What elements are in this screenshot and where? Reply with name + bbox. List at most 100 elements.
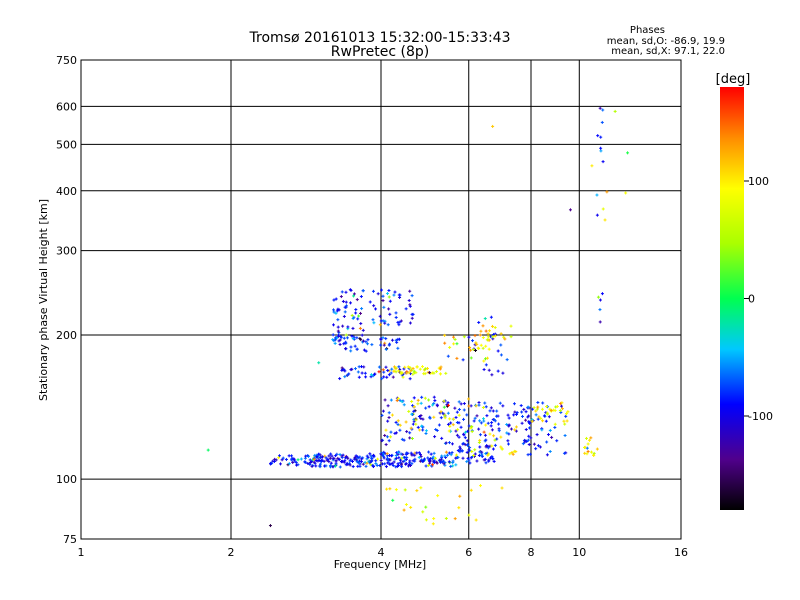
- data-point: [391, 463, 395, 467]
- data-point: [381, 299, 385, 303]
- data-point: [455, 410, 459, 414]
- data-point: [384, 465, 388, 469]
- data-point: [546, 412, 550, 416]
- data-point: [529, 436, 533, 440]
- data-point: [456, 428, 460, 432]
- data-point: [380, 413, 384, 417]
- data-point: [501, 404, 505, 408]
- data-point: [486, 453, 490, 457]
- data-point: [520, 414, 524, 418]
- data-point: [314, 458, 318, 462]
- data-point: [384, 347, 388, 351]
- data-point: [411, 372, 415, 376]
- colorbar-tick-label: 100: [748, 175, 769, 188]
- data-point: [546, 433, 550, 437]
- data-point: [397, 369, 401, 373]
- chart-points: [206, 106, 630, 528]
- data-point: [410, 453, 414, 457]
- data-point: [501, 371, 505, 375]
- data-point: [364, 340, 368, 344]
- data-point: [407, 463, 411, 467]
- data-point: [337, 331, 341, 335]
- data-point: [419, 454, 423, 458]
- data-point: [465, 413, 469, 417]
- data-point: [459, 402, 463, 406]
- colorbar-tick-label: -100: [748, 410, 773, 423]
- data-point: [376, 457, 380, 461]
- data-point: [468, 446, 472, 450]
- data-point: [564, 414, 568, 418]
- data-point: [365, 461, 369, 465]
- data-point: [440, 436, 444, 440]
- data-point: [596, 134, 600, 138]
- data-point: [408, 365, 412, 369]
- data-point: [394, 454, 398, 458]
- data-point: [508, 452, 512, 456]
- data-point: [462, 335, 466, 339]
- data-point: [367, 460, 371, 464]
- data-point: [555, 439, 559, 443]
- data-point: [359, 311, 363, 315]
- data-point: [601, 207, 605, 211]
- data-point: [358, 337, 362, 341]
- data-point: [390, 338, 394, 342]
- data-point: [419, 486, 423, 490]
- data-point: [436, 494, 440, 498]
- data-point: [308, 462, 312, 466]
- data-point: [447, 441, 451, 445]
- data-point: [541, 401, 545, 405]
- data-point: [458, 494, 462, 498]
- data-point: [511, 452, 515, 456]
- data-point: [541, 419, 545, 423]
- data-point: [544, 419, 548, 423]
- data-point: [388, 463, 392, 467]
- data-point: [492, 434, 496, 438]
- colorbar: [720, 87, 744, 510]
- data-point: [375, 463, 379, 467]
- data-point: [371, 454, 375, 458]
- data-point: [341, 299, 345, 303]
- data-point: [562, 419, 566, 423]
- data-point: [408, 459, 412, 463]
- data-point: [471, 339, 475, 343]
- data-point: [313, 461, 317, 465]
- data-point: [392, 460, 396, 464]
- data-point: [366, 338, 370, 342]
- data-point: [499, 332, 503, 336]
- data-point: [526, 453, 530, 457]
- data-point: [408, 289, 412, 293]
- data-point: [590, 164, 594, 168]
- data-point: [399, 458, 403, 462]
- data-point: [334, 459, 338, 463]
- data-point: [560, 401, 564, 405]
- data-point: [447, 403, 451, 407]
- data-point: [435, 428, 439, 432]
- data-point: [369, 463, 373, 467]
- data-point: [380, 288, 384, 292]
- data-point: [290, 454, 294, 458]
- data-point: [346, 373, 350, 377]
- data-point: [558, 409, 562, 413]
- data-point: [357, 461, 361, 465]
- data-point: [328, 465, 332, 469]
- data-point: [524, 410, 528, 414]
- data-point: [489, 424, 493, 428]
- data-point: [473, 416, 477, 420]
- data-point: [383, 321, 387, 325]
- data-point: [374, 462, 378, 466]
- data-point: [613, 109, 617, 113]
- data-point: [416, 402, 420, 406]
- data-point: [290, 457, 294, 461]
- data-point: [408, 436, 412, 440]
- data-point: [359, 322, 363, 326]
- data-point: [545, 453, 549, 457]
- data-point: [537, 415, 541, 419]
- data-point: [381, 368, 385, 372]
- data-point: [401, 375, 405, 379]
- data-point: [404, 451, 408, 455]
- data-point: [530, 419, 534, 423]
- data-point: [419, 401, 423, 405]
- data-point: [421, 428, 425, 432]
- data-point: [449, 453, 453, 457]
- data-point: [491, 409, 495, 413]
